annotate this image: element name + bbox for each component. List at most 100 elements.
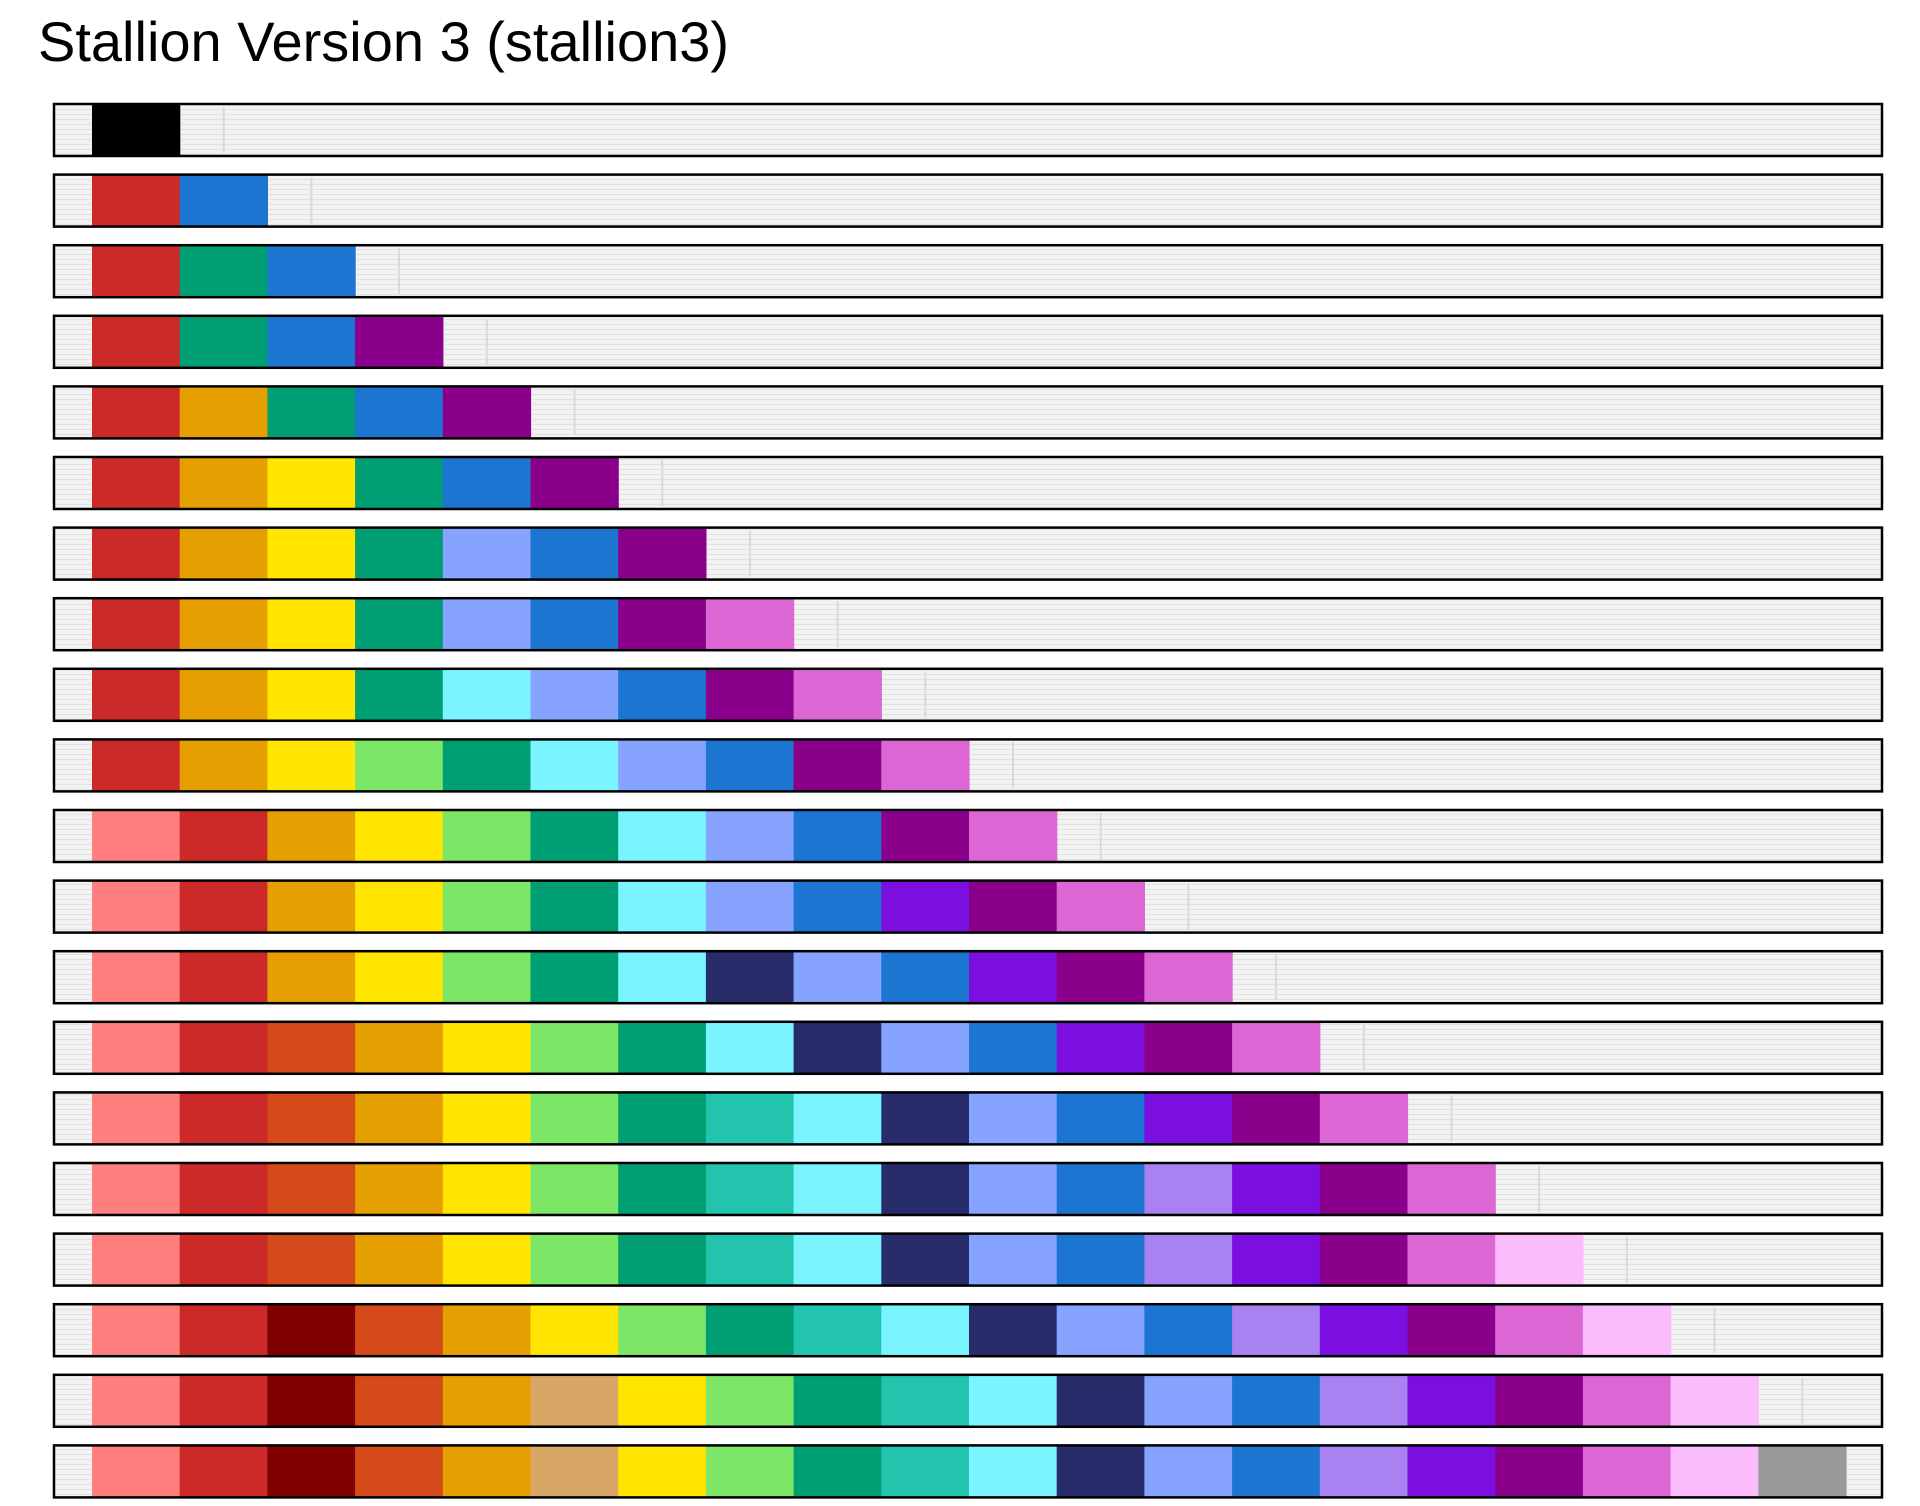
palette-row-18 (52, 1302, 1884, 1358)
color-swatch (1056, 1163, 1145, 1215)
color-swatch (355, 1304, 444, 1357)
palette-row-frame (52, 1232, 1884, 1287)
color-swatch (881, 810, 970, 862)
color-swatch (355, 315, 444, 368)
palette-row-frame (52, 596, 1884, 652)
color-swatch (618, 1092, 707, 1145)
color-swatch (618, 598, 707, 651)
color-swatch (1056, 1304, 1145, 1357)
color-swatch (530, 1092, 619, 1145)
color-swatch (1232, 1233, 1321, 1286)
color-swatch (92, 1374, 181, 1427)
color-swatch (92, 1163, 181, 1215)
color-swatch (442, 457, 532, 509)
color-swatch (969, 1233, 1058, 1286)
color-swatch (442, 1445, 532, 1498)
color-swatch (179, 1163, 268, 1215)
color-swatch (618, 1021, 707, 1074)
palette-row-12 (52, 879, 1884, 934)
color-swatch (1758, 1445, 1847, 1498)
color-swatch (179, 1021, 268, 1074)
color-swatch (1319, 1445, 1409, 1498)
color-swatch (793, 1092, 882, 1145)
color-swatch (1232, 1445, 1321, 1498)
color-swatch (705, 1163, 795, 1215)
color-swatch (618, 739, 707, 792)
palette-row-13 (52, 949, 1884, 1005)
color-swatch (267, 1021, 356, 1074)
color-swatch (881, 1304, 970, 1357)
color-swatch (618, 1233, 707, 1286)
color-swatch (1144, 1233, 1233, 1286)
color-swatch (530, 457, 619, 509)
palette-row-20 (52, 1444, 1884, 1499)
color-swatch (881, 951, 970, 1004)
palette-row-8 (52, 596, 1884, 652)
color-swatch (442, 1021, 532, 1074)
color-swatch (1056, 880, 1145, 933)
color-swatch (1232, 1304, 1321, 1357)
palette-row-4 (52, 314, 1884, 370)
color-swatch (530, 810, 619, 862)
color-swatch (355, 598, 444, 651)
color-swatch (530, 1233, 619, 1286)
color-swatch (530, 1374, 619, 1427)
color-swatch (793, 1374, 882, 1427)
color-swatch (442, 1092, 532, 1145)
palette-row-frame (52, 1091, 1884, 1146)
page-title: Stallion Version 3 (stallion3) (38, 10, 730, 73)
color-swatch (179, 880, 268, 933)
color-swatch (969, 1304, 1058, 1357)
color-swatch (705, 1021, 795, 1074)
color-swatch (793, 1021, 882, 1074)
color-swatch (442, 739, 532, 792)
color-swatch (179, 598, 268, 651)
palette-row-frame (52, 949, 1884, 1005)
color-swatch (1144, 1163, 1233, 1215)
color-swatch (267, 951, 356, 1004)
color-swatch (355, 386, 444, 439)
color-swatch (793, 1445, 882, 1498)
color-swatch (793, 880, 882, 933)
color-swatch (1144, 1092, 1233, 1145)
color-swatch (530, 739, 619, 792)
color-swatch (442, 1374, 532, 1427)
color-swatch (355, 951, 444, 1004)
color-swatch (442, 1233, 532, 1286)
palette-row-2 (52, 173, 1884, 228)
palette-row-frame (52, 1161, 1884, 1217)
color-swatch (92, 1304, 181, 1357)
palette-row-6 (52, 455, 1884, 511)
color-swatch (881, 1163, 970, 1215)
color-swatch (267, 810, 356, 862)
color-swatch (618, 1304, 707, 1357)
color-swatch (793, 668, 882, 721)
color-swatch (793, 1163, 882, 1215)
color-swatch (267, 527, 356, 580)
palette-row-3 (52, 243, 1884, 299)
color-swatch (1056, 1233, 1145, 1286)
color-swatch (705, 598, 795, 651)
color-swatch (1407, 1374, 1496, 1427)
color-swatch (92, 880, 181, 933)
color-swatch (969, 1163, 1058, 1215)
color-swatch (793, 1233, 882, 1286)
color-swatch (442, 810, 532, 862)
palette-row-5 (52, 385, 1884, 440)
color-swatch (267, 668, 356, 721)
palette-row-frame (52, 455, 1884, 511)
color-swatch (1056, 1445, 1145, 1498)
color-swatch (1056, 1092, 1145, 1145)
color-swatch (179, 1445, 268, 1498)
color-swatch (267, 1233, 356, 1286)
color-swatch (1582, 1445, 1672, 1498)
color-swatch (1582, 1374, 1672, 1427)
color-swatch (1670, 1445, 1759, 1498)
color-swatch (705, 880, 795, 933)
color-swatch (355, 668, 444, 721)
palette-row-frame (52, 102, 1884, 158)
palette-row-frame (52, 385, 1884, 440)
color-swatch (1056, 1374, 1145, 1427)
palette-row-frame (52, 1302, 1884, 1358)
color-swatch (92, 668, 181, 721)
